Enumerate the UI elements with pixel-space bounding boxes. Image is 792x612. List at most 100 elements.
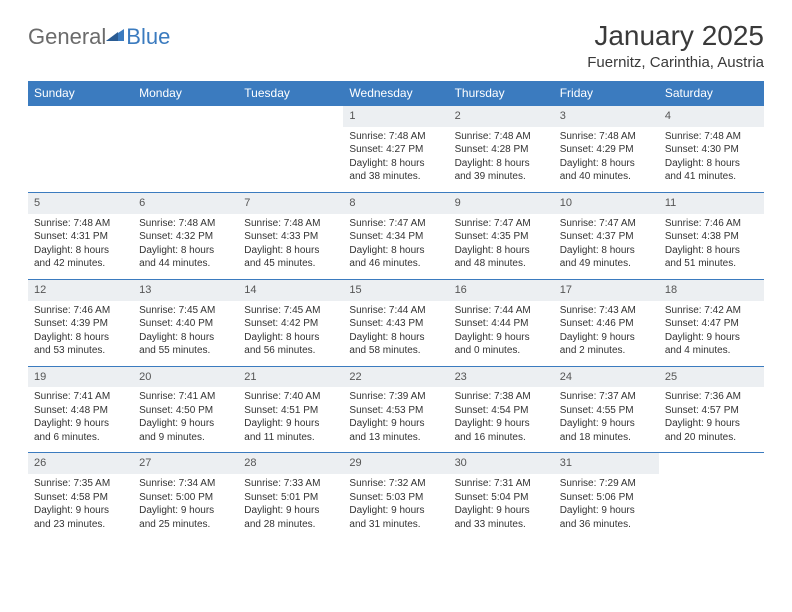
day-number: 26 (28, 453, 133, 474)
calendar-day-cell: 20Sunrise: 7:41 AMSunset: 4:50 PMDayligh… (133, 366, 238, 453)
day-number: 9 (449, 193, 554, 214)
day-details: Sunrise: 7:46 AMSunset: 4:38 PMDaylight:… (659, 214, 764, 279)
calendar-day-cell: 28Sunrise: 7:33 AMSunset: 5:01 PMDayligh… (238, 453, 343, 539)
calendar-body: 1Sunrise: 7:48 AMSunset: 4:27 PMDaylight… (28, 106, 764, 540)
day-number: 25 (659, 367, 764, 388)
day-number: 23 (449, 367, 554, 388)
day-number: 20 (133, 367, 238, 388)
month-title: January 2025 (587, 20, 764, 52)
calendar-day-cell: 22Sunrise: 7:39 AMSunset: 4:53 PMDayligh… (343, 366, 448, 453)
calendar-day-cell: 25Sunrise: 7:36 AMSunset: 4:57 PMDayligh… (659, 366, 764, 453)
day-number: 17 (554, 280, 659, 301)
day-number: 3 (554, 106, 659, 127)
calendar-day-cell: 6Sunrise: 7:48 AMSunset: 4:32 PMDaylight… (133, 192, 238, 279)
calendar-day-cell: 5Sunrise: 7:48 AMSunset: 4:31 PMDaylight… (28, 192, 133, 279)
day-number: 1 (343, 106, 448, 127)
calendar-day-cell: 27Sunrise: 7:34 AMSunset: 5:00 PMDayligh… (133, 453, 238, 539)
day-header: Wednesday (343, 81, 448, 106)
calendar-day-cell: 2Sunrise: 7:48 AMSunset: 4:28 PMDaylight… (449, 106, 554, 193)
day-details: Sunrise: 7:37 AMSunset: 4:55 PMDaylight:… (554, 387, 659, 452)
calendar-day-cell (238, 106, 343, 193)
calendar-table: Sunday Monday Tuesday Wednesday Thursday… (28, 81, 764, 539)
day-details: Sunrise: 7:44 AMSunset: 4:44 PMDaylight:… (449, 301, 554, 366)
day-details: Sunrise: 7:40 AMSunset: 4:51 PMDaylight:… (238, 387, 343, 452)
day-number: 14 (238, 280, 343, 301)
calendar-day-cell: 1Sunrise: 7:48 AMSunset: 4:27 PMDaylight… (343, 106, 448, 193)
calendar-day-cell: 18Sunrise: 7:42 AMSunset: 4:47 PMDayligh… (659, 279, 764, 366)
calendar-day-cell: 14Sunrise: 7:45 AMSunset: 4:42 PMDayligh… (238, 279, 343, 366)
day-details: Sunrise: 7:44 AMSunset: 4:43 PMDaylight:… (343, 301, 448, 366)
day-number: 12 (28, 280, 133, 301)
day-number: 11 (659, 193, 764, 214)
calendar-day-cell: 30Sunrise: 7:31 AMSunset: 5:04 PMDayligh… (449, 453, 554, 539)
day-details: Sunrise: 7:48 AMSunset: 4:32 PMDaylight:… (133, 214, 238, 279)
calendar-day-cell (659, 453, 764, 539)
day-details: Sunrise: 7:48 AMSunset: 4:28 PMDaylight:… (449, 127, 554, 192)
calendar-day-cell: 12Sunrise: 7:46 AMSunset: 4:39 PMDayligh… (28, 279, 133, 366)
location: Fuernitz, Carinthia, Austria (587, 54, 764, 71)
day-details: Sunrise: 7:36 AMSunset: 4:57 PMDaylight:… (659, 387, 764, 452)
logo-text-blue: Blue (126, 24, 170, 50)
calendar-day-cell: 31Sunrise: 7:29 AMSunset: 5:06 PMDayligh… (554, 453, 659, 539)
header: General Blue January 2025 Fuernitz, Cari… (28, 20, 764, 71)
calendar-day-cell: 7Sunrise: 7:48 AMSunset: 4:33 PMDaylight… (238, 192, 343, 279)
day-number: 18 (659, 280, 764, 301)
day-number: 13 (133, 280, 238, 301)
calendar-day-cell (133, 106, 238, 193)
day-details: Sunrise: 7:45 AMSunset: 4:40 PMDaylight:… (133, 301, 238, 366)
day-number: 8 (343, 193, 448, 214)
day-number: 27 (133, 453, 238, 474)
calendar-day-cell: 8Sunrise: 7:47 AMSunset: 4:34 PMDaylight… (343, 192, 448, 279)
calendar-day-cell: 17Sunrise: 7:43 AMSunset: 4:46 PMDayligh… (554, 279, 659, 366)
day-details: Sunrise: 7:35 AMSunset: 4:58 PMDaylight:… (28, 474, 133, 539)
calendar-week-row: 19Sunrise: 7:41 AMSunset: 4:48 PMDayligh… (28, 366, 764, 453)
day-details: Sunrise: 7:48 AMSunset: 4:30 PMDaylight:… (659, 127, 764, 192)
day-details: Sunrise: 7:41 AMSunset: 4:48 PMDaylight:… (28, 387, 133, 452)
day-details: Sunrise: 7:48 AMSunset: 4:27 PMDaylight:… (343, 127, 448, 192)
day-number: 10 (554, 193, 659, 214)
day-details: Sunrise: 7:48 AMSunset: 4:31 PMDaylight:… (28, 214, 133, 279)
day-header: Thursday (449, 81, 554, 106)
day-header: Tuesday (238, 81, 343, 106)
calendar-day-cell: 4Sunrise: 7:48 AMSunset: 4:30 PMDaylight… (659, 106, 764, 193)
day-number: 19 (28, 367, 133, 388)
day-details: Sunrise: 7:33 AMSunset: 5:01 PMDaylight:… (238, 474, 343, 539)
day-number: 15 (343, 280, 448, 301)
calendar-day-cell: 24Sunrise: 7:37 AMSunset: 4:55 PMDayligh… (554, 366, 659, 453)
calendar-day-cell: 21Sunrise: 7:40 AMSunset: 4:51 PMDayligh… (238, 366, 343, 453)
logo-text-general: General (28, 24, 106, 50)
day-number: 2 (449, 106, 554, 127)
day-details: Sunrise: 7:47 AMSunset: 4:37 PMDaylight:… (554, 214, 659, 279)
day-number: 30 (449, 453, 554, 474)
day-number: 5 (28, 193, 133, 214)
calendar-day-cell: 23Sunrise: 7:38 AMSunset: 4:54 PMDayligh… (449, 366, 554, 453)
calendar-day-cell: 16Sunrise: 7:44 AMSunset: 4:44 PMDayligh… (449, 279, 554, 366)
day-number: 21 (238, 367, 343, 388)
day-number: 31 (554, 453, 659, 474)
calendar-week-row: 5Sunrise: 7:48 AMSunset: 4:31 PMDaylight… (28, 192, 764, 279)
day-number: 7 (238, 193, 343, 214)
day-number: 29 (343, 453, 448, 474)
calendar-day-cell: 11Sunrise: 7:46 AMSunset: 4:38 PMDayligh… (659, 192, 764, 279)
calendar-day-cell: 9Sunrise: 7:47 AMSunset: 4:35 PMDaylight… (449, 192, 554, 279)
day-details: Sunrise: 7:32 AMSunset: 5:03 PMDaylight:… (343, 474, 448, 539)
calendar-week-row: 1Sunrise: 7:48 AMSunset: 4:27 PMDaylight… (28, 106, 764, 193)
calendar-week-row: 12Sunrise: 7:46 AMSunset: 4:39 PMDayligh… (28, 279, 764, 366)
calendar-day-cell (28, 106, 133, 193)
day-number: 22 (343, 367, 448, 388)
day-number: 16 (449, 280, 554, 301)
calendar-day-cell: 3Sunrise: 7:48 AMSunset: 4:29 PMDaylight… (554, 106, 659, 193)
day-details: Sunrise: 7:38 AMSunset: 4:54 PMDaylight:… (449, 387, 554, 452)
day-details: Sunrise: 7:47 AMSunset: 4:34 PMDaylight:… (343, 214, 448, 279)
calendar-day-cell: 19Sunrise: 7:41 AMSunset: 4:48 PMDayligh… (28, 366, 133, 453)
day-number: 24 (554, 367, 659, 388)
day-header: Monday (133, 81, 238, 106)
calendar-day-cell: 13Sunrise: 7:45 AMSunset: 4:40 PMDayligh… (133, 279, 238, 366)
calendar-day-cell: 10Sunrise: 7:47 AMSunset: 4:37 PMDayligh… (554, 192, 659, 279)
day-header: Sunday (28, 81, 133, 106)
day-details: Sunrise: 7:46 AMSunset: 4:39 PMDaylight:… (28, 301, 133, 366)
day-number: 28 (238, 453, 343, 474)
day-details: Sunrise: 7:48 AMSunset: 4:33 PMDaylight:… (238, 214, 343, 279)
day-header: Saturday (659, 81, 764, 106)
day-details: Sunrise: 7:29 AMSunset: 5:06 PMDaylight:… (554, 474, 659, 539)
